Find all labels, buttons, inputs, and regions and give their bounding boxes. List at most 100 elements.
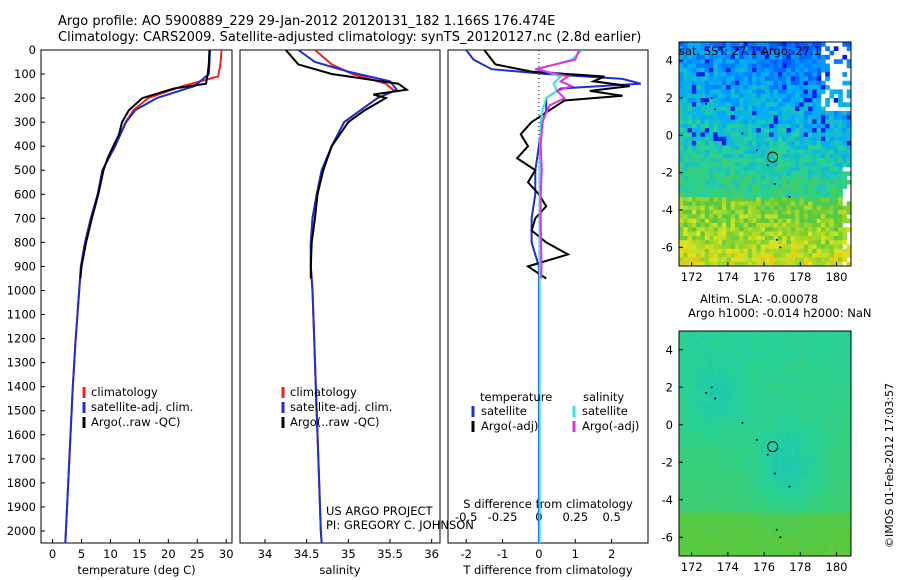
map-1-cell	[760, 521, 766, 527]
map-0-cell	[799, 106, 805, 112]
map-0-cell	[687, 218, 693, 224]
map-0-cell	[786, 93, 792, 99]
panel-0-ytick-label: 500	[14, 163, 36, 177]
map-1-cell	[700, 473, 706, 479]
map-1-cell	[704, 478, 710, 483]
map-1-cell	[734, 460, 740, 466]
map-0-cell	[717, 80, 723, 86]
map-0-cell	[842, 110, 848, 116]
map-0-cell	[765, 201, 770, 207]
map-0-cell	[679, 80, 684, 86]
map-1-cell	[812, 469, 817, 475]
map-0-cell	[743, 145, 749, 151]
map-1-cell	[769, 343, 774, 349]
map-0-cell	[726, 132, 731, 138]
map-0-cell	[722, 93, 727, 99]
map-0-cell	[709, 244, 714, 250]
map-0-cell	[691, 106, 697, 112]
map-1-cell	[799, 331, 805, 336]
map-0-cell	[825, 171, 830, 176]
map-1-cell	[696, 547, 701, 553]
map-0-cell	[747, 261, 753, 267]
map-1-cell	[760, 517, 766, 522]
map-0-cell	[713, 110, 719, 116]
map-0-cell	[679, 59, 684, 64]
map-1-cell	[803, 352, 809, 358]
panel-0-series-group	[64, 50, 223, 543]
map-1-cell	[825, 352, 830, 358]
map-1-cell	[739, 478, 744, 483]
map-1-cell	[829, 339, 835, 345]
map-1-cell	[816, 465, 822, 470]
map-1-cell	[825, 530, 830, 535]
map-0-cell	[687, 93, 693, 99]
map-0-cell	[803, 110, 809, 116]
map-0-cell	[722, 102, 727, 108]
map-1-cell	[812, 374, 817, 379]
map-0-cell	[829, 201, 835, 207]
map-0-cell	[782, 149, 787, 155]
map-0-cell	[820, 175, 826, 181]
map-1-cell	[773, 430, 779, 436]
map-1-cell	[799, 417, 805, 423]
map-0-cell	[777, 63, 783, 69]
map-0-cell	[713, 72, 719, 77]
map-1-cell	[730, 482, 736, 488]
map-1-cell	[717, 538, 723, 544]
map-1-cell	[687, 374, 693, 379]
map-1-cell	[713, 439, 719, 444]
map-1-cell	[679, 486, 684, 492]
map-1-cell	[696, 443, 701, 449]
map-1-cell	[756, 408, 762, 414]
map-0-cell	[825, 119, 830, 125]
map-0-cell	[812, 197, 817, 202]
map-0-cell	[691, 235, 697, 241]
map-1-cell	[739, 534, 744, 540]
map-1-cell	[722, 534, 727, 540]
map-0-cell	[769, 132, 774, 138]
map-0-cell	[846, 179, 852, 185]
map-0-cell	[679, 42, 684, 47]
map-1-cell	[799, 473, 805, 479]
map-1-cell	[773, 434, 779, 440]
map-1-cell	[820, 417, 826, 423]
map-0-cell	[829, 210, 835, 215]
map-0-cell	[833, 149, 839, 155]
map-1-cell	[808, 508, 813, 514]
map-1-cell	[743, 551, 749, 557]
map-1-cell	[773, 517, 779, 522]
map-0-cell	[786, 46, 792, 52]
map-1-cell	[679, 404, 684, 410]
map-1-cell	[747, 525, 753, 531]
map-0-cell	[808, 171, 813, 176]
map-1-cell	[743, 369, 749, 375]
map-1-cell	[696, 365, 701, 371]
map-1-cell	[812, 460, 817, 466]
map-1-cell	[777, 530, 783, 535]
map-1-cell	[769, 331, 774, 336]
map-1-cell	[812, 439, 817, 444]
map-1-cell	[734, 378, 740, 384]
map-0-cell	[777, 192, 783, 198]
map-0-cell	[747, 175, 753, 181]
map-1-cell	[683, 473, 688, 479]
map-0-cell	[795, 98, 800, 103]
map-0-cell	[722, 128, 727, 133]
map-0-cell	[825, 205, 830, 211]
map-0-cell	[777, 261, 783, 267]
map-1-cell	[795, 551, 800, 557]
map-0-cell	[825, 214, 830, 220]
map-1-cell	[722, 434, 727, 440]
map-1-cell	[696, 404, 701, 410]
map-1-cell	[726, 343, 731, 349]
map-0-cell	[756, 63, 762, 69]
map-0-cell	[679, 253, 684, 258]
map-1-cell	[760, 356, 766, 362]
map-1-cell	[782, 434, 787, 440]
map-1-xtick-label: 172	[681, 560, 703, 574]
map-0-cell	[829, 162, 835, 168]
map-0-cell	[747, 80, 753, 86]
map-0-cell	[722, 115, 727, 120]
map-0-cell	[747, 158, 753, 164]
map-1-cell	[696, 369, 701, 375]
